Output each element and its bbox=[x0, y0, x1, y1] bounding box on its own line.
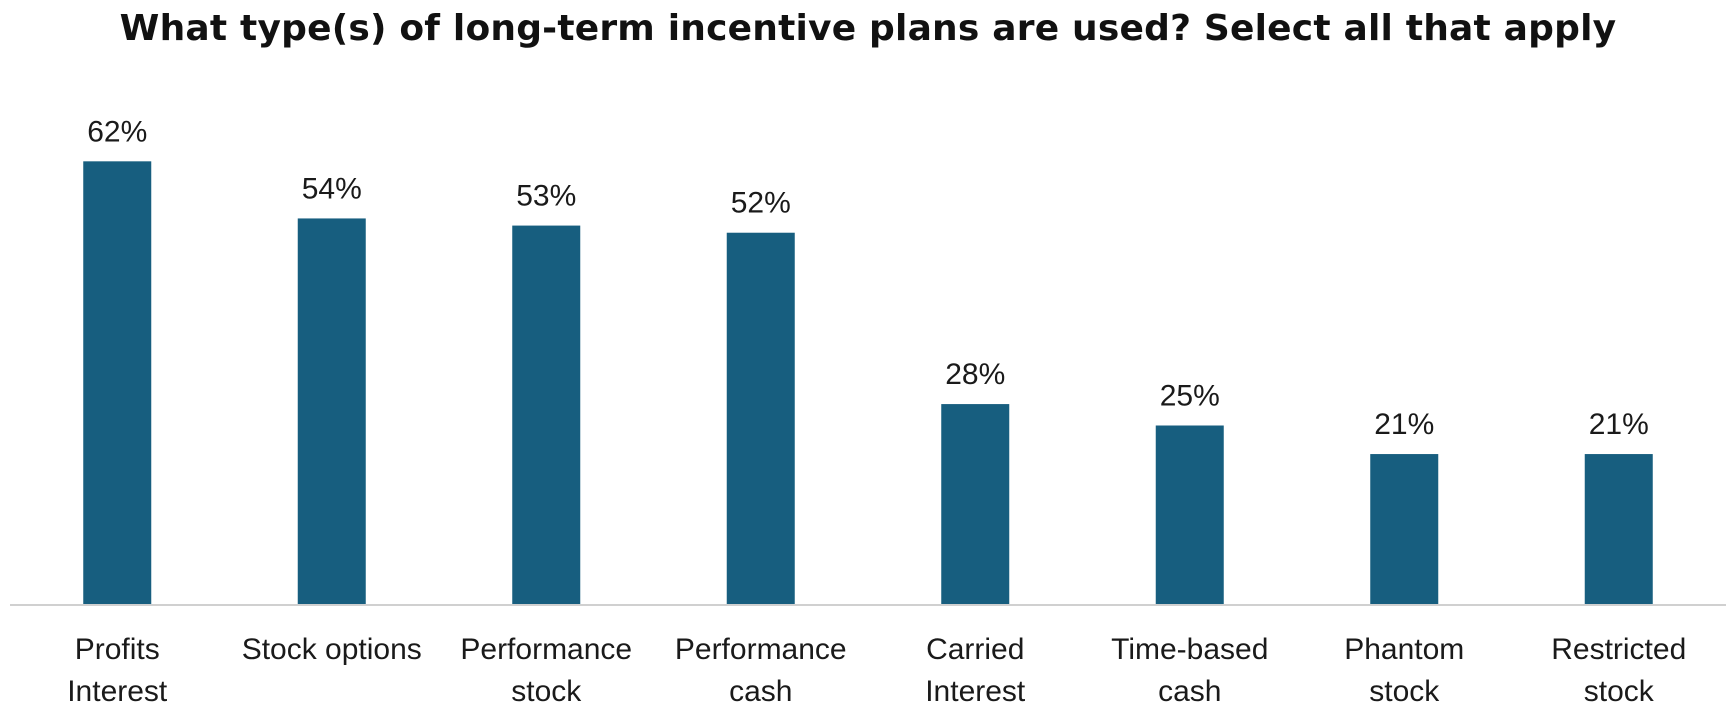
category-label-line: Profits bbox=[75, 633, 160, 666]
category-label-6: Phantom stock bbox=[1344, 633, 1464, 708]
category-label-2: Performance stock bbox=[460, 633, 632, 708]
bar-3 bbox=[726, 232, 795, 604]
bar-5 bbox=[1155, 425, 1224, 604]
bar-4 bbox=[941, 404, 1010, 604]
value-labels-layer: 62% 54% 53% 52% 28% 25% 21% 21% bbox=[87, 115, 1649, 441]
bar-1 bbox=[297, 218, 366, 604]
category-label-1: Stock options bbox=[242, 633, 422, 666]
category-label-line: Restricted bbox=[1551, 633, 1686, 666]
bar-0 bbox=[83, 161, 152, 604]
category-label-line: Interest bbox=[67, 675, 168, 708]
value-label-4: 28% bbox=[945, 358, 1005, 391]
category-label-0: Profits Interest bbox=[67, 633, 168, 708]
category-label-line: Stock options bbox=[242, 633, 422, 666]
category-label-line: Interest bbox=[925, 675, 1026, 708]
category-label-line: stock bbox=[1369, 675, 1440, 708]
bar-6 bbox=[1370, 454, 1439, 604]
value-label-1: 54% bbox=[302, 172, 362, 205]
category-labels-layer: Profits Interest Stock options Performance s… bbox=[67, 633, 1686, 708]
value-label-0: 62% bbox=[87, 115, 147, 148]
value-label-2: 53% bbox=[516, 180, 576, 213]
value-label-6: 21% bbox=[1374, 408, 1434, 441]
category-label-5: Time-based cash bbox=[1111, 633, 1268, 708]
category-label-line: Carried bbox=[926, 633, 1024, 666]
category-label-line: stock bbox=[1584, 675, 1655, 708]
bar-2 bbox=[512, 225, 581, 604]
category-label-line: cash bbox=[1158, 675, 1221, 708]
value-label-3: 52% bbox=[731, 187, 791, 220]
category-label-7: Restricted stock bbox=[1551, 633, 1686, 708]
category-label-line: cash bbox=[729, 675, 792, 708]
value-label-7: 21% bbox=[1589, 408, 1649, 441]
category-label-line: stock bbox=[511, 675, 582, 708]
bars-layer bbox=[83, 161, 1653, 604]
bar-7 bbox=[1584, 454, 1653, 604]
category-label-line: Time-based bbox=[1111, 633, 1268, 666]
category-label-line: Performance bbox=[675, 633, 847, 666]
category-label-line: Performance bbox=[460, 633, 632, 666]
category-label-line: Phantom bbox=[1344, 633, 1464, 666]
category-label-4: Carried Interest bbox=[925, 633, 1026, 708]
chart-title: What type(s) of long-term incentive plan… bbox=[119, 8, 1617, 49]
category-label-3: Performance cash bbox=[675, 633, 847, 708]
value-label-5: 25% bbox=[1160, 380, 1220, 413]
